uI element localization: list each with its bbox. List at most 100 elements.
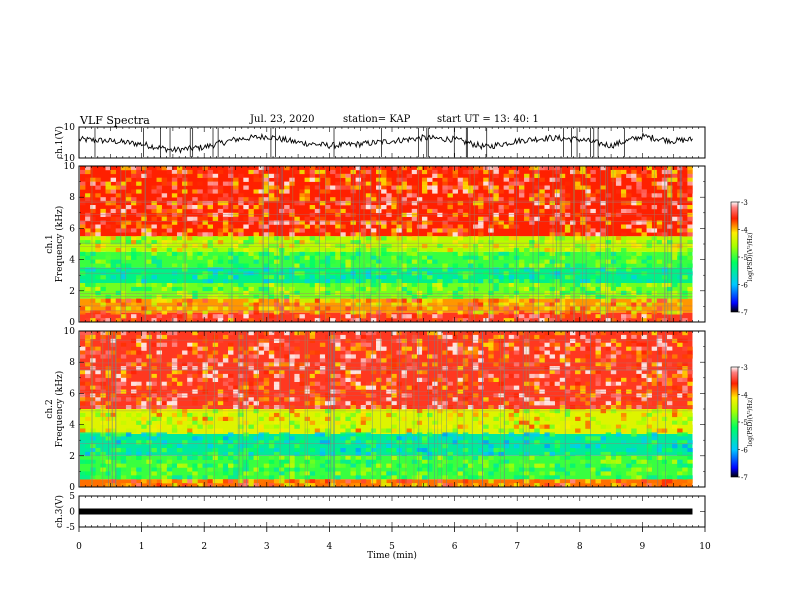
spectrogram-cell — [590, 459, 596, 464]
spectrogram-cell — [396, 338, 402, 343]
spectrogram-cell — [340, 286, 346, 292]
spectrogram-cell — [416, 350, 423, 355]
spectrogram-cell — [544, 240, 550, 245]
spectrogram-cell — [355, 331, 362, 336]
spectrogram-cell — [447, 185, 453, 190]
spectrogram-cell — [386, 444, 392, 449]
spectrogram-cell — [314, 401, 321, 406]
spectrogram-cell — [120, 247, 127, 253]
spectrogram-cell — [646, 290, 652, 295]
spectrogram-cell — [243, 177, 249, 182]
spectrogram-cell — [105, 306, 111, 311]
spectrogram-cell — [442, 185, 448, 190]
spectrogram-cell — [391, 385, 397, 390]
spectrogram-cell — [192, 424, 198, 429]
spectrogram-cell — [222, 354, 229, 359]
spectrogram-cell — [682, 205, 688, 210]
spectrogram-cell — [217, 318, 224, 323]
spectrogram-cell — [370, 302, 377, 307]
spectrogram-cell — [646, 424, 652, 429]
spectrogram-cell — [171, 483, 178, 488]
spectrogram-cell — [233, 232, 239, 237]
spectrogram-cell — [513, 350, 520, 355]
spectrogram-cell — [151, 244, 157, 249]
spectrogram-cell — [391, 412, 397, 418]
spectrogram-cell — [304, 279, 310, 284]
spectrogram-cell — [176, 286, 183, 292]
spectrogram-cell — [432, 240, 438, 245]
spectrogram-cell — [228, 251, 234, 256]
spectrogram-cell — [100, 448, 106, 453]
spectrogram-cell — [457, 366, 464, 371]
spectrogram-cell — [110, 185, 117, 190]
spectrogram-cell — [376, 444, 382, 449]
spectrogram-cell — [411, 294, 418, 299]
spectrogram-cell — [585, 455, 591, 460]
spectrogram-cell — [534, 197, 540, 202]
spectrogram-cell — [564, 224, 571, 229]
spectrogram-cell — [651, 381, 658, 386]
spectrogram-cell — [365, 263, 372, 268]
spectrogram-cell — [273, 275, 280, 280]
spectrogram-cell — [90, 283, 96, 288]
spectrogram-cell — [452, 397, 458, 402]
spectrogram-cell — [498, 251, 504, 256]
spectrogram-cell — [462, 381, 469, 386]
spectrogram-cell — [452, 346, 458, 351]
spectrogram-cell — [488, 169, 494, 175]
spectrogram-cell — [370, 240, 377, 245]
spectrogram-cell — [141, 286, 147, 292]
spectrogram-cell — [432, 166, 438, 171]
spectrogram-cell — [605, 471, 612, 476]
spectrogram-cell — [524, 479, 530, 484]
spectrogram-cell — [631, 310, 637, 315]
spectrogram-cell — [222, 463, 229, 468]
spectrogram-cell — [90, 451, 96, 457]
spectrogram-cell — [610, 298, 617, 303]
spectrogram-cell — [294, 444, 300, 449]
spectrogram-cell — [131, 479, 137, 484]
spectrogram-cell — [539, 208, 545, 214]
spectrogram-cell — [452, 366, 458, 371]
spectrogram-cell — [575, 244, 581, 249]
spectrogram-cell — [518, 290, 525, 295]
spectrogram-cell — [452, 173, 458, 178]
spectrogram-cell — [345, 212, 351, 217]
spectrogram-cell — [299, 463, 305, 468]
spectrogram-cell — [590, 193, 596, 198]
spectrogram-cell — [355, 440, 362, 445]
spectrogram-cell — [539, 212, 545, 217]
spectrogram-cell — [636, 251, 642, 256]
spectrogram-cell — [360, 338, 367, 343]
spectrogram-cell — [207, 350, 214, 355]
spectrogram-cell — [626, 318, 632, 323]
spectrogram-cell — [503, 440, 510, 445]
spectrogram-cell — [243, 362, 249, 367]
spectrogram-cell — [493, 424, 499, 429]
spectrogram-cell — [222, 216, 229, 221]
spectrogram-cell — [187, 216, 193, 221]
spectrogram-cell — [85, 212, 91, 217]
spectrogram-cell — [350, 412, 356, 418]
spectrogram-cell — [146, 401, 152, 406]
spectrogram-cell — [539, 373, 545, 379]
spectrogram-cell — [381, 247, 387, 253]
spectrogram-cell — [462, 432, 469, 437]
spectrogram-cell — [518, 310, 525, 315]
spectrogram-cell — [386, 201, 392, 206]
spectrogram-cell — [457, 436, 464, 441]
spectrogram-cell — [687, 240, 693, 245]
spectrogram-cell — [299, 247, 305, 253]
spectrogram-cell — [273, 420, 280, 425]
spectrogram-cell — [115, 193, 122, 198]
spectrogram-cell — [666, 224, 673, 229]
spectrogram-cell — [386, 428, 392, 433]
spectrogram-cell — [391, 275, 397, 280]
spectrogram-cell — [166, 181, 173, 186]
spectrogram-cell — [457, 244, 464, 249]
spectrogram-cell — [493, 193, 499, 198]
spectrogram-cell — [80, 306, 86, 311]
spectrogram-cell — [151, 247, 157, 253]
spectrogram-cell — [263, 263, 270, 268]
spectrogram-cell — [656, 475, 663, 480]
